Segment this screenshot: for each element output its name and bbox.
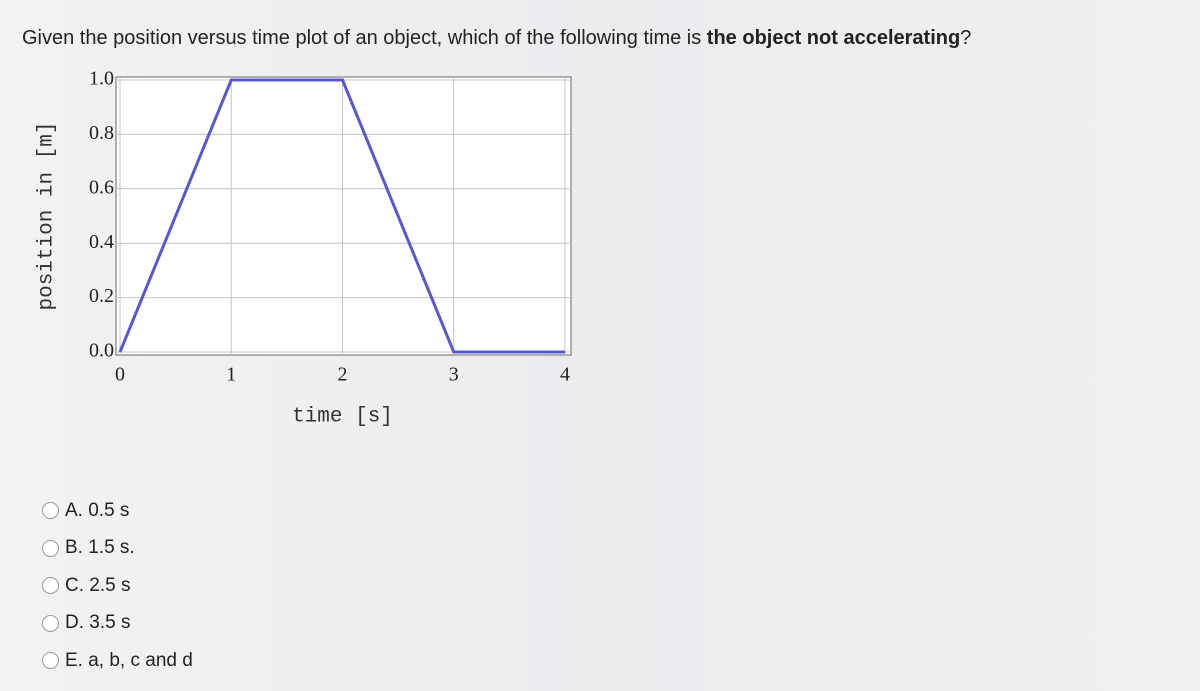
option[interactable]: C. 2.5 s (42, 567, 193, 605)
y-tick-label: 0.6 (89, 176, 114, 198)
radio-button[interactable] (42, 502, 59, 520)
question-end: ? (960, 27, 972, 49)
question-emphasis: the object not accelerating (706, 27, 961, 49)
radio-button[interactable] (42, 577, 59, 595)
radio-button[interactable] (42, 539, 59, 557)
option-label[interactable]: D. 3.5 s (65, 612, 131, 634)
chart: 0.0 0.2 0.4 0.6 0.8 1.0 0 1 2 3 4 time [s] position … (36, 68, 572, 429)
option-label[interactable]: A. 0.5 s (65, 499, 130, 521)
plot-area (115, 76, 572, 356)
data-line (118, 78, 565, 354)
y-tick-label: 0.2 (89, 285, 114, 307)
y-tick-label: 0.8 (89, 122, 114, 144)
radio-button[interactable] (42, 614, 59, 632)
question-text: Given the position versus time plot of a… (22, 27, 707, 49)
option-label[interactable]: E. a, b, c and d (65, 649, 193, 671)
x-tick-label: 1 (226, 364, 236, 386)
x-tick-label: 3 (449, 364, 459, 386)
x-tick-label: 2 (338, 364, 348, 386)
option[interactable]: B. 1.5 s. (42, 530, 193, 568)
option[interactable]: D. 3.5 s (42, 605, 193, 643)
options: A. 0.5 s B. 1.5 s. C. 2.5 s D. 3.5 s E. a, b… (42, 492, 193, 680)
option[interactable]: A. 0.5 s (42, 492, 193, 530)
option-label[interactable]: B. 1.5 s. (65, 537, 135, 559)
y-tick-label: 1.0 (89, 68, 114, 90)
y-tick-label: 0.0 (89, 340, 114, 362)
option-label[interactable]: C. 2.5 s (65, 574, 131, 596)
x-tick-label: 0 (115, 364, 125, 386)
x-axis-label: time [s] (292, 406, 393, 429)
option[interactable]: E. a, b, c and d (42, 642, 193, 680)
x-tick-label: 4 (560, 364, 570, 386)
radio-button[interactable] (42, 652, 59, 670)
y-tick-label: 0.4 (89, 231, 114, 253)
question: Given the position versus time plot of a… (22, 27, 971, 50)
y-axis-label: position in [m] (36, 121, 59, 310)
